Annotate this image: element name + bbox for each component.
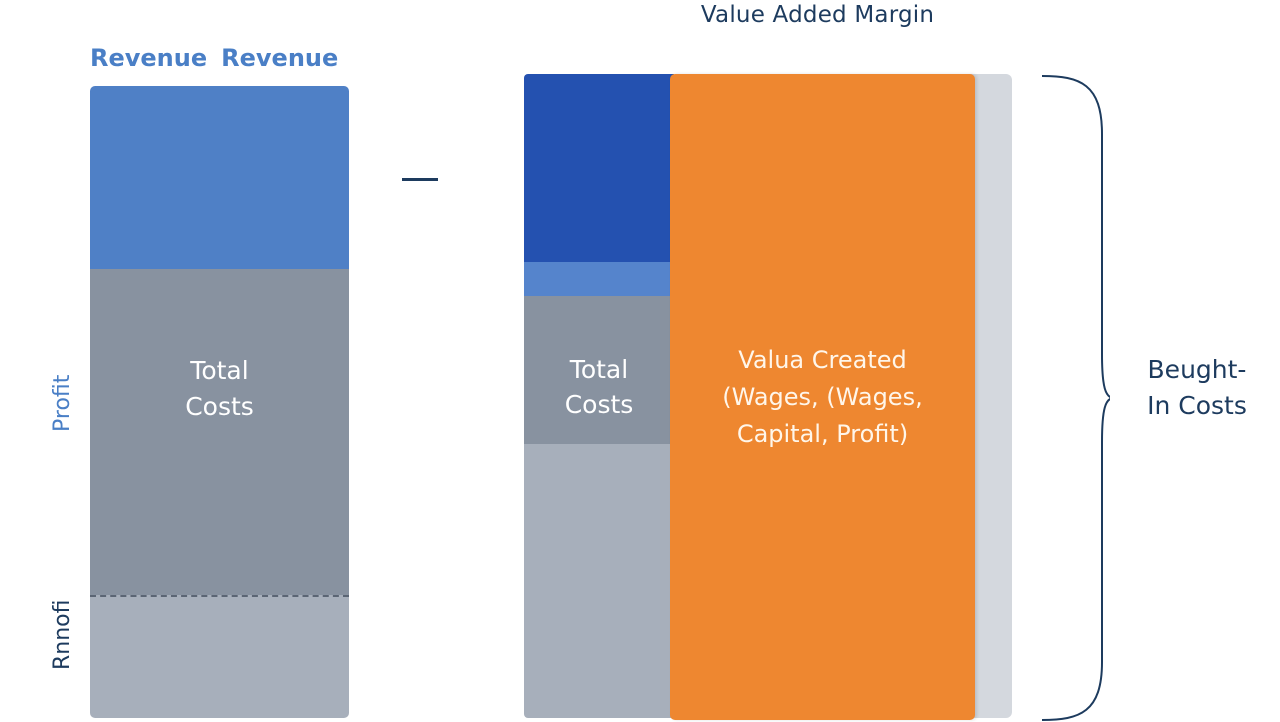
left-bar-bottom-segment — [90, 595, 349, 718]
diagram-title: Value Added Margin — [700, 2, 935, 28]
right-column-label-line-2: Costs — [564, 390, 634, 419]
bought-in-costs-label: Beught- In Costs — [1122, 352, 1272, 424]
right-brace — [1041, 75, 1110, 721]
bottom-vertical-label: Rnnofi — [50, 599, 75, 671]
right-column-label-line-1: Total — [569, 355, 629, 384]
bought-in-costs-line-2: In Costs — [1147, 391, 1247, 420]
right-stacked-column: Total Costs — [524, 74, 674, 718]
right-column-dark-blue-segment — [524, 74, 674, 262]
left-bar-label-line-2: Costs — [185, 392, 254, 421]
value-created-block: Valua Created (Wages, (Wages, Capital, P… — [670, 74, 975, 720]
left-bar-label-line-1: Total — [190, 356, 249, 385]
revenue-label-1: Revenue — [90, 44, 208, 72]
value-created-line-1: Valua Created — [738, 346, 907, 374]
profit-vertical-label: Profit — [50, 374, 75, 432]
right-column-label: Total Costs — [524, 352, 674, 422]
value-created-line-3: Capital, Profit) — [736, 420, 909, 448]
right-column-total-costs-segment: Total Costs — [524, 296, 674, 444]
left-bar-revenue-segment — [90, 86, 349, 269]
bought-in-costs-line-1: Beught- — [1147, 355, 1247, 384]
revenue-label-2: Revenue — [221, 44, 339, 72]
left-bar-total-costs-segment: Total Costs — [90, 269, 349, 595]
left-header: Revenue Revenue — [90, 44, 360, 72]
left-bar-label: Total Costs — [90, 353, 349, 425]
left-stacked-bar: Total Costs — [90, 86, 349, 718]
right-column-bottom-segment — [524, 444, 674, 718]
right-column-light-blue-segment — [524, 262, 674, 296]
value-created-line-2: (Wages, (Wages, — [722, 383, 923, 411]
value-created-label: Valua Created (Wages, (Wages, Capital, P… — [670, 342, 975, 453]
minus-sign — [402, 178, 438, 181]
brace-path — [1041, 75, 1110, 721]
